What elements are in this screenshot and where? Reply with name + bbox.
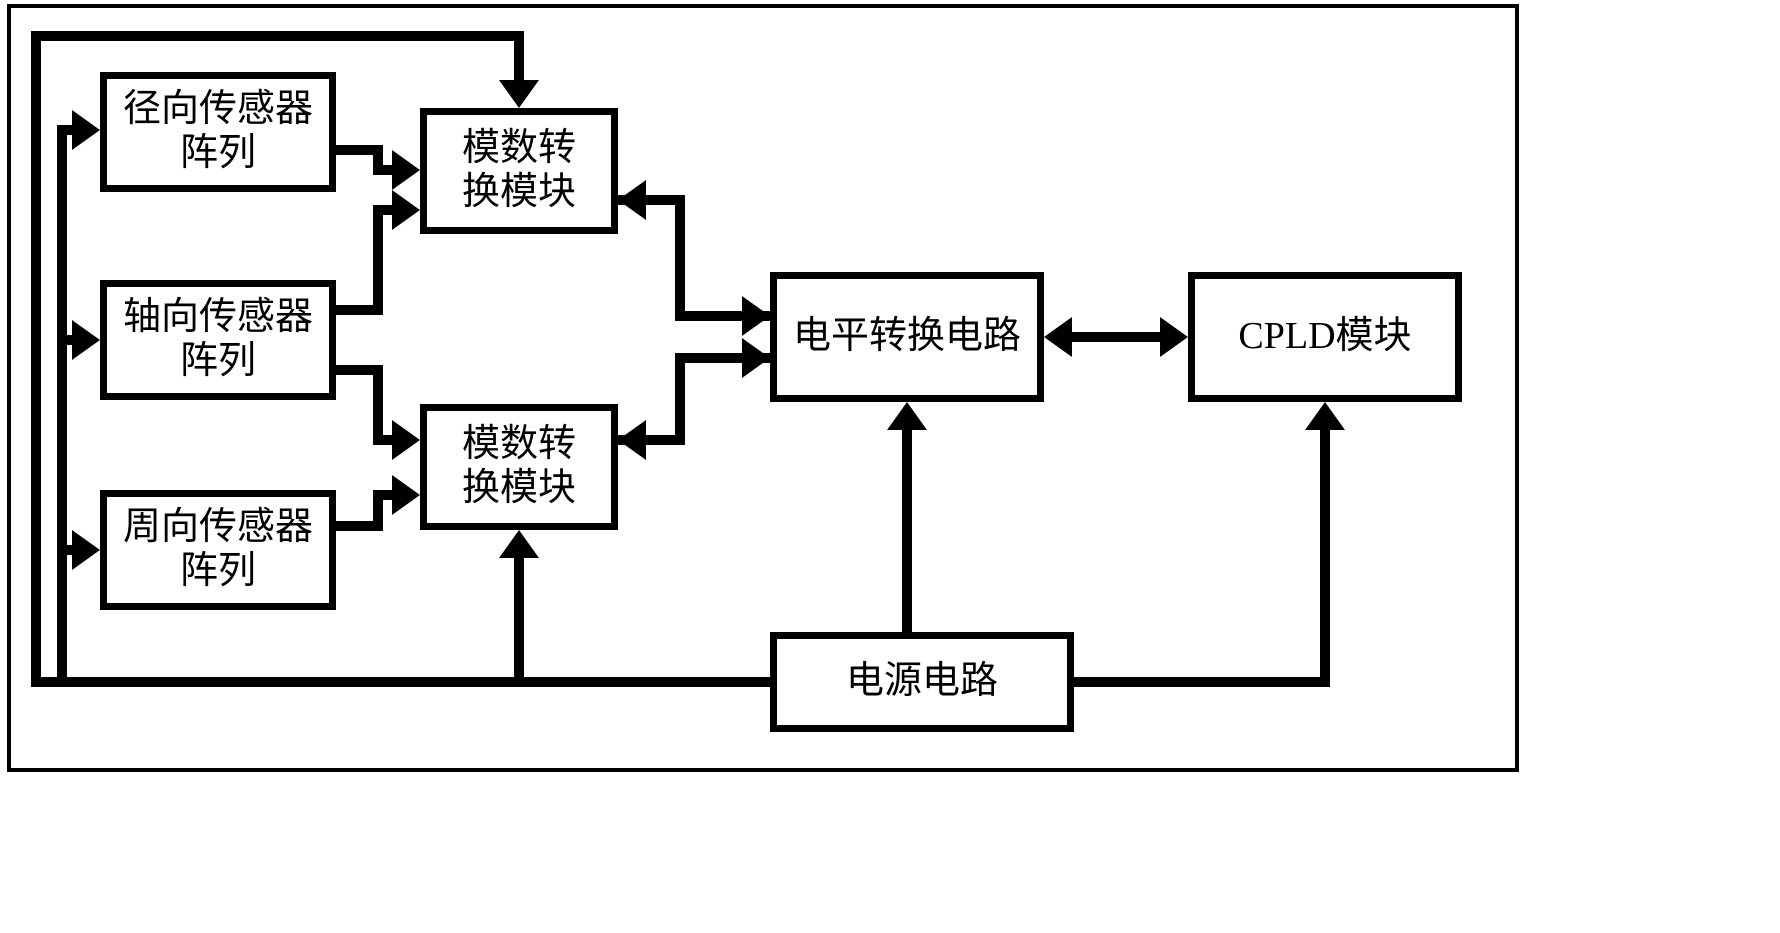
label: 电平转换电路 [793, 315, 1021, 359]
label-line: 模数转 [462, 127, 576, 171]
label-line: 换模块 [462, 171, 576, 215]
box-circumferential-sensor-array: 周向传感器阵列 [100, 490, 336, 610]
label-line: 阵列 [123, 340, 313, 384]
box-cpld: CPLD模块 [1188, 272, 1462, 402]
label: 模数转换模块 [462, 423, 576, 510]
label-line: 阵列 [123, 132, 313, 176]
box-radial-sensor-array: 径向传感器阵列 [100, 72, 336, 192]
label: 电源电路 [846, 660, 998, 704]
label-line: CPLD模块 [1238, 315, 1411, 359]
label: 径向传感器阵列 [123, 88, 313, 175]
label-line: 轴向传感器 [123, 296, 313, 340]
label: 周向传感器阵列 [123, 506, 313, 593]
label: 模数转换模块 [462, 127, 576, 214]
label: CPLD模块 [1238, 315, 1411, 359]
box-level-converter: 电平转换电路 [770, 272, 1044, 402]
label: 轴向传感器阵列 [123, 296, 313, 383]
label-line: 阵列 [123, 550, 313, 594]
label-line: 换模块 [462, 467, 576, 511]
label-line: 电源电路 [846, 660, 998, 704]
label-line: 径向传感器 [123, 88, 313, 132]
label-line: 周向传感器 [123, 506, 313, 550]
box-adc-bot: 模数转换模块 [420, 404, 618, 530]
box-adc-top: 模数转换模块 [420, 108, 618, 234]
label-line: 电平转换电路 [793, 315, 1021, 359]
diagram-canvas: 径向传感器阵列 轴向传感器阵列 周向传感器阵列 模数转换模块 模数转换模块 电平… [0, 0, 1780, 933]
box-axial-sensor-array: 轴向传感器阵列 [100, 280, 336, 400]
label-line: 模数转 [462, 423, 576, 467]
box-power: 电源电路 [770, 632, 1074, 732]
